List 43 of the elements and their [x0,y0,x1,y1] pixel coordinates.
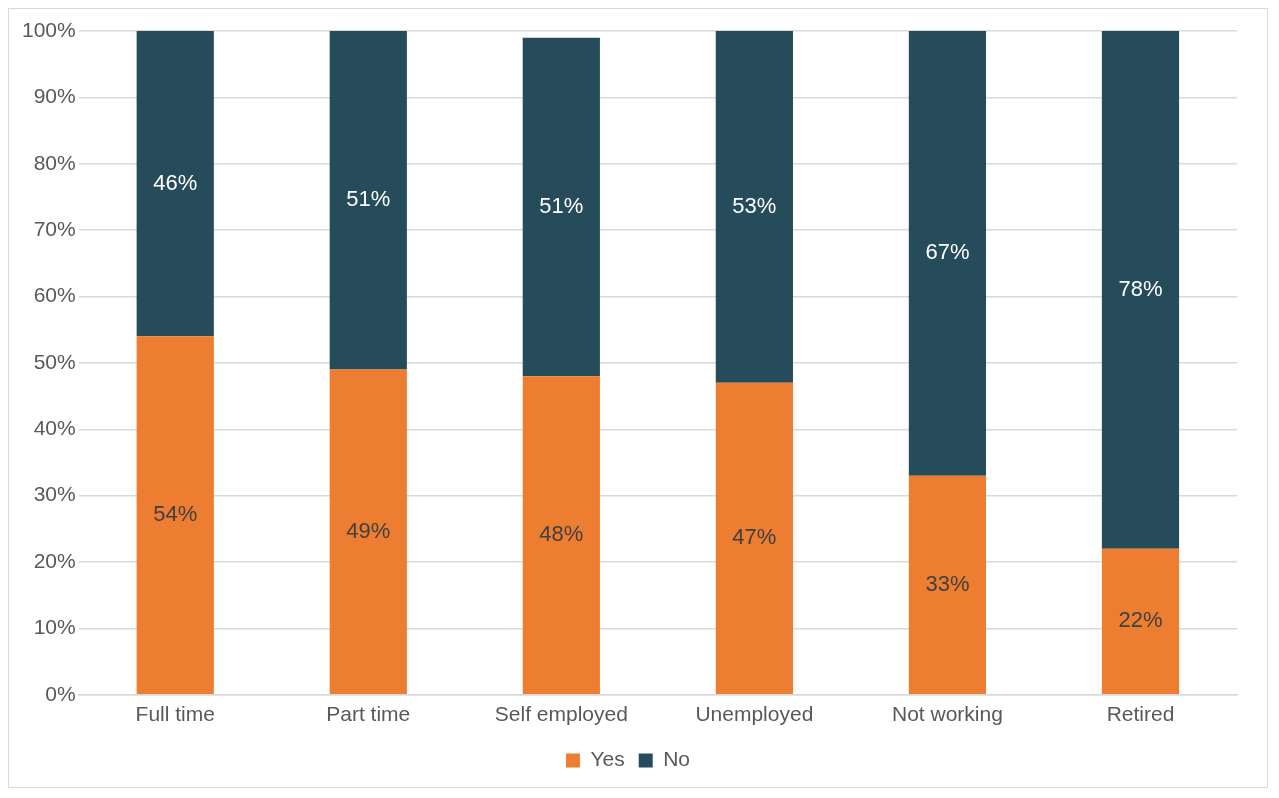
x-tick-label: Not working [891,702,1003,726]
y-tick-label: 40% [33,416,76,440]
data-label: 51% [539,192,584,218]
data-label: 49% [346,517,391,543]
bar [908,475,987,695]
y-tick-label: 70% [33,216,76,240]
y-tick-label: 60% [33,283,76,307]
x-tick-label: Full time [135,702,215,726]
data-label: 54% [153,501,198,527]
y-tick-label: 30% [33,482,76,506]
bar [1101,31,1180,549]
data-label: 53% [732,192,777,218]
y-tick-label: 50% [33,349,76,373]
data-label: 48% [539,521,584,547]
bar [329,31,407,370]
x-tick-label: Unemployed [695,702,814,726]
x-tick-label: Self employed [494,702,628,726]
data-label: 51% [346,186,391,212]
bar [136,336,214,695]
data-label: 33% [925,570,970,596]
bar [136,31,214,337]
data-label: 46% [153,169,198,195]
bar [522,37,600,377]
data-label: 22% [1118,607,1163,633]
bar [715,31,793,383]
legend-label: No [663,747,691,771]
y-tick-label: 0% [45,681,76,705]
y-tick-label: 80% [33,150,76,174]
legend-label: Yes [590,747,625,771]
x-tick-label: Part time [326,702,411,726]
y-tick-label: 20% [33,548,76,572]
bar [908,31,987,476]
y-tick-label: 90% [33,84,76,108]
bar [715,382,793,695]
y-tick-label: 100% [21,17,76,41]
data-label: 78% [1118,275,1163,301]
y-tick-label: 10% [33,615,76,639]
bar [329,369,407,695]
data-label: 47% [732,524,777,550]
bar [522,376,600,695]
bar [1101,548,1180,695]
data-label: 67% [925,239,970,265]
x-tick-label: Retired [1106,702,1175,726]
